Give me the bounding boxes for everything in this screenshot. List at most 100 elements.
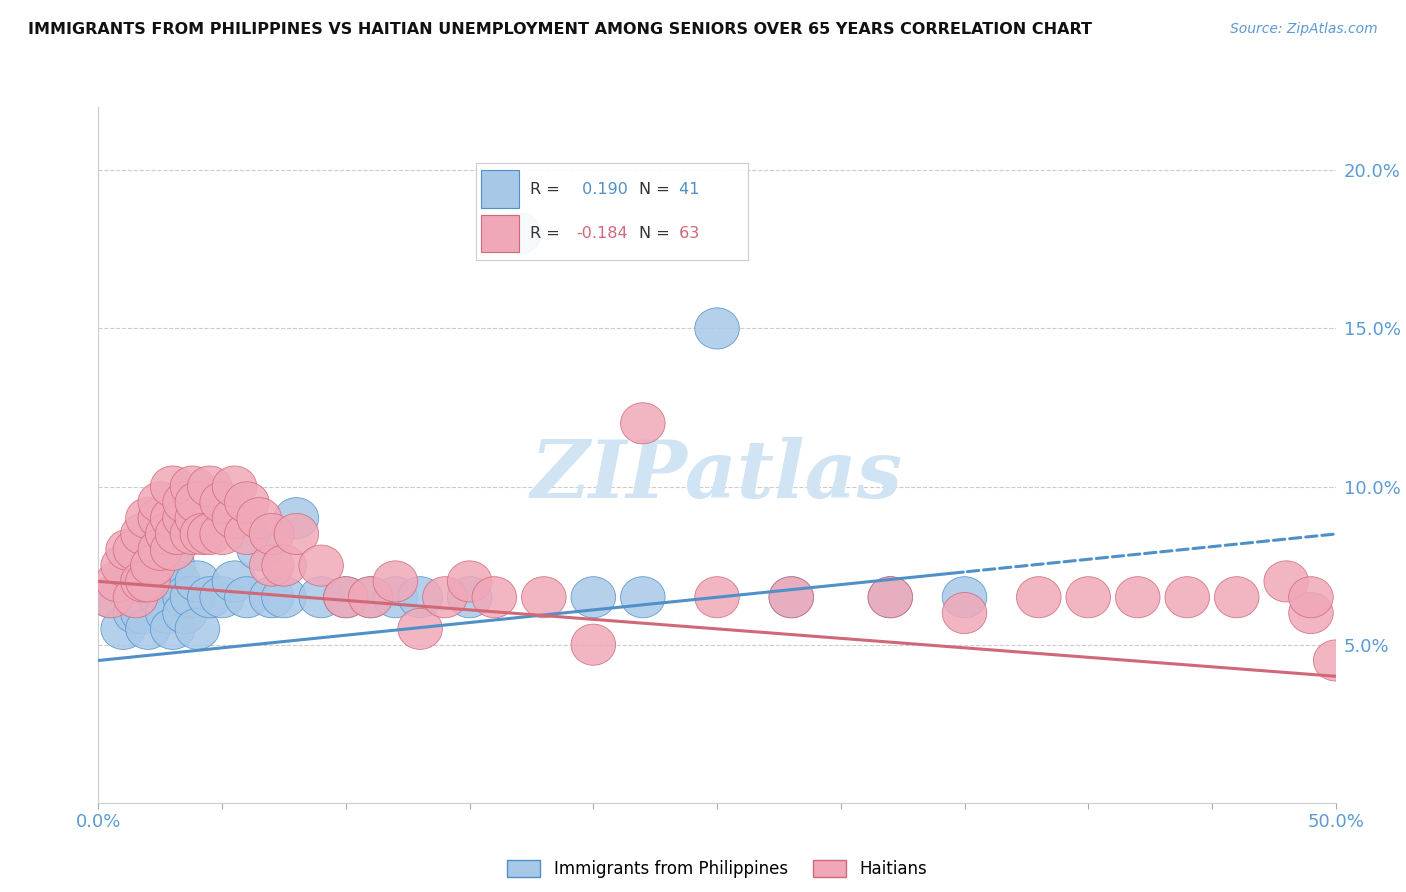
- Ellipse shape: [274, 498, 319, 539]
- Ellipse shape: [1264, 561, 1309, 602]
- Ellipse shape: [121, 561, 166, 602]
- Text: ZIPatlas: ZIPatlas: [531, 437, 903, 515]
- Ellipse shape: [695, 308, 740, 349]
- Ellipse shape: [212, 498, 257, 539]
- Ellipse shape: [571, 576, 616, 618]
- Ellipse shape: [620, 576, 665, 618]
- Ellipse shape: [155, 561, 200, 602]
- Ellipse shape: [398, 608, 443, 649]
- Text: Source: ZipAtlas.com: Source: ZipAtlas.com: [1230, 22, 1378, 37]
- Ellipse shape: [868, 576, 912, 618]
- Ellipse shape: [180, 514, 225, 555]
- Ellipse shape: [105, 529, 150, 570]
- Ellipse shape: [138, 482, 183, 523]
- Ellipse shape: [299, 545, 343, 586]
- Ellipse shape: [89, 576, 134, 618]
- Ellipse shape: [1066, 576, 1111, 618]
- Text: 0.190: 0.190: [576, 181, 627, 196]
- Ellipse shape: [150, 608, 195, 649]
- Ellipse shape: [125, 608, 170, 649]
- Ellipse shape: [1289, 592, 1333, 633]
- Ellipse shape: [114, 576, 157, 618]
- Ellipse shape: [1289, 576, 1333, 618]
- Ellipse shape: [299, 576, 343, 618]
- Ellipse shape: [131, 529, 176, 570]
- Ellipse shape: [323, 576, 368, 618]
- Ellipse shape: [447, 561, 492, 602]
- Ellipse shape: [145, 592, 190, 633]
- Ellipse shape: [1313, 640, 1358, 681]
- Ellipse shape: [176, 561, 219, 602]
- Ellipse shape: [121, 514, 166, 555]
- Ellipse shape: [238, 498, 281, 539]
- Ellipse shape: [155, 514, 200, 555]
- Ellipse shape: [249, 514, 294, 555]
- Ellipse shape: [695, 576, 740, 618]
- Ellipse shape: [868, 576, 912, 618]
- Text: 63: 63: [675, 227, 700, 242]
- Ellipse shape: [942, 592, 987, 633]
- Ellipse shape: [170, 576, 215, 618]
- Ellipse shape: [150, 545, 195, 586]
- Ellipse shape: [105, 561, 150, 602]
- Bar: [481, 215, 519, 252]
- Ellipse shape: [114, 592, 157, 633]
- Ellipse shape: [274, 514, 319, 555]
- Ellipse shape: [131, 545, 176, 586]
- Ellipse shape: [522, 576, 567, 618]
- Ellipse shape: [125, 498, 170, 539]
- Ellipse shape: [170, 514, 215, 555]
- Ellipse shape: [249, 545, 294, 586]
- Bar: [481, 170, 519, 208]
- Ellipse shape: [212, 466, 257, 507]
- Text: IMMIGRANTS FROM PHILIPPINES VS HAITIAN UNEMPLOYMENT AMONG SENIORS OVER 65 YEARS : IMMIGRANTS FROM PHILIPPINES VS HAITIAN U…: [28, 22, 1092, 37]
- Ellipse shape: [373, 561, 418, 602]
- Ellipse shape: [200, 576, 245, 618]
- Ellipse shape: [138, 529, 183, 570]
- Ellipse shape: [249, 576, 294, 618]
- Ellipse shape: [101, 545, 145, 586]
- Ellipse shape: [163, 592, 207, 633]
- Ellipse shape: [769, 576, 814, 618]
- Ellipse shape: [1166, 576, 1209, 618]
- Ellipse shape: [138, 498, 183, 539]
- Ellipse shape: [125, 561, 170, 602]
- Ellipse shape: [398, 576, 443, 618]
- Ellipse shape: [225, 482, 269, 523]
- Ellipse shape: [125, 561, 170, 602]
- Text: 41: 41: [675, 181, 700, 196]
- Ellipse shape: [349, 576, 392, 618]
- Ellipse shape: [163, 498, 207, 539]
- Ellipse shape: [225, 514, 269, 555]
- Ellipse shape: [89, 576, 134, 618]
- Ellipse shape: [323, 576, 368, 618]
- Ellipse shape: [349, 576, 392, 618]
- Ellipse shape: [150, 529, 195, 570]
- Ellipse shape: [114, 545, 157, 586]
- Ellipse shape: [1017, 576, 1062, 618]
- Ellipse shape: [238, 529, 281, 570]
- Ellipse shape: [176, 482, 219, 523]
- Ellipse shape: [942, 576, 987, 618]
- Ellipse shape: [101, 608, 145, 649]
- Text: R =: R =: [530, 181, 560, 196]
- Ellipse shape: [150, 466, 195, 507]
- Ellipse shape: [187, 466, 232, 507]
- Ellipse shape: [200, 482, 245, 523]
- Ellipse shape: [96, 561, 141, 602]
- Ellipse shape: [163, 576, 207, 618]
- Ellipse shape: [114, 529, 157, 570]
- Ellipse shape: [145, 514, 190, 555]
- Text: R =: R =: [530, 227, 560, 242]
- Ellipse shape: [138, 576, 183, 618]
- Ellipse shape: [170, 466, 215, 507]
- Ellipse shape: [176, 498, 219, 539]
- Ellipse shape: [262, 545, 307, 586]
- Legend: Immigrants from Philippines, Haitians: Immigrants from Philippines, Haitians: [501, 854, 934, 885]
- Ellipse shape: [1215, 576, 1258, 618]
- Ellipse shape: [472, 576, 516, 618]
- Ellipse shape: [423, 576, 467, 618]
- Ellipse shape: [150, 498, 195, 539]
- Ellipse shape: [200, 514, 245, 555]
- Ellipse shape: [163, 482, 207, 523]
